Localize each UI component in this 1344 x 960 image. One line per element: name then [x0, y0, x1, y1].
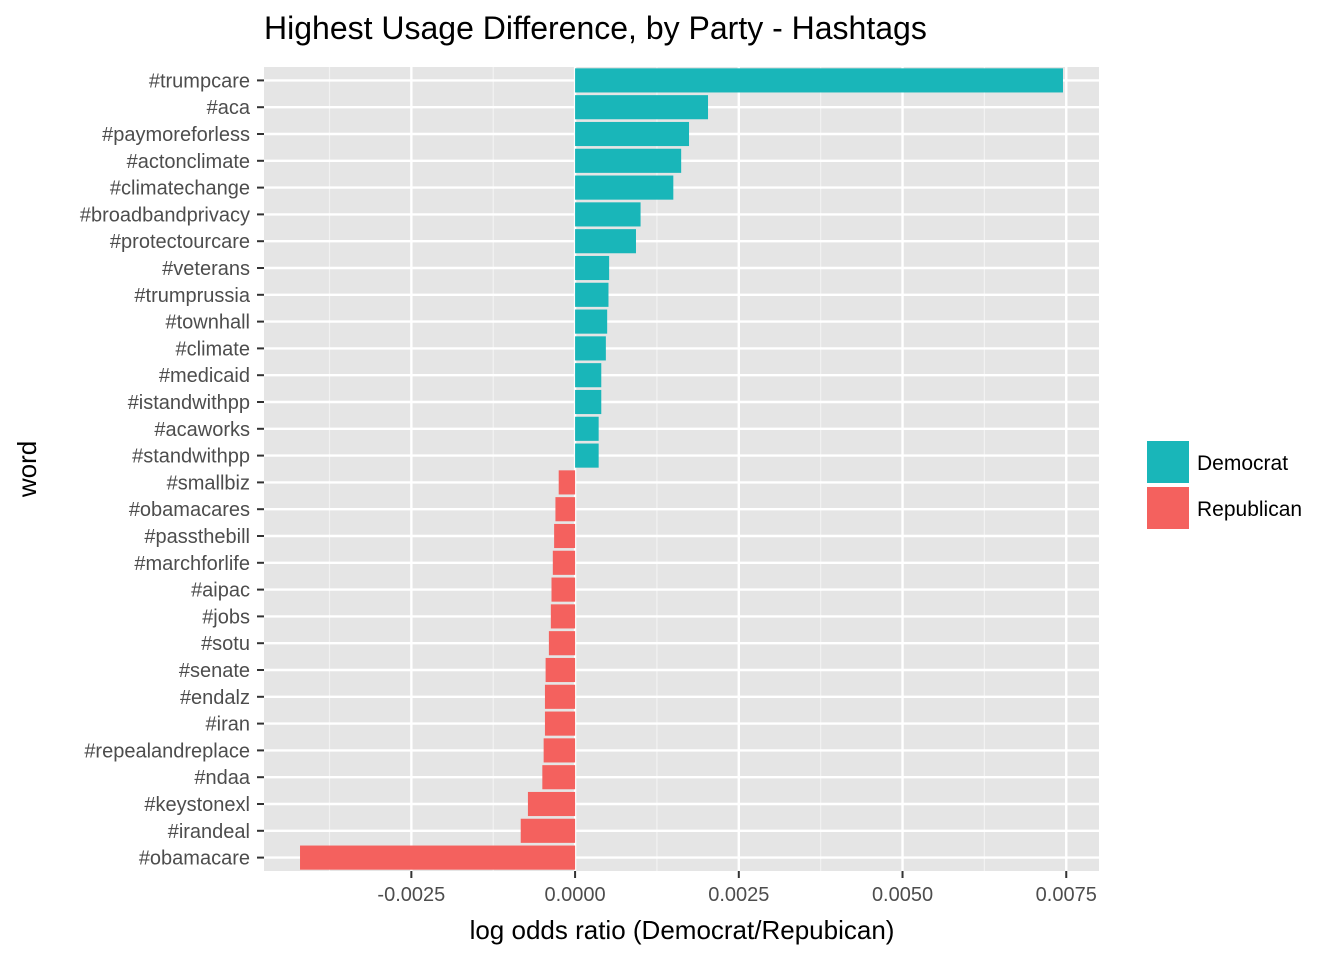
- bar-endalz: [544, 684, 576, 709]
- bar-medicaid: [575, 363, 602, 388]
- y-axis-title: word: [12, 441, 42, 498]
- y-tick-label: #paymoreforless: [102, 124, 250, 146]
- bar-senate: [545, 657, 576, 683]
- x-axis-title: log odds ratio (Democrat/Repubican): [470, 915, 895, 945]
- legend-key-republican: [1147, 487, 1189, 529]
- bar-trumprussia: [575, 282, 609, 307]
- y-axis: #trumpcare #aca #paymoreforless #actonclima…: [80, 70, 264, 870]
- bar-istandwithpp: [575, 389, 602, 415]
- legend-key-democrat: [1147, 441, 1189, 483]
- x-tick-label: 0.0025: [708, 884, 769, 906]
- y-tick-label: #broadbandprivacy: [80, 204, 250, 226]
- bar-marchforlife: [552, 550, 576, 575]
- y-tick-label: #obamacare: [139, 848, 250, 870]
- y-tick-label: #townhall: [165, 312, 250, 334]
- y-tick-label: #obamacares: [129, 499, 250, 521]
- bar-passthebill: [554, 523, 576, 549]
- bar-obamacares: [555, 497, 576, 522]
- bar-veterans: [575, 255, 610, 281]
- bar-trumpcare: [575, 68, 1063, 93]
- x-tick-label: 0.0000: [544, 884, 605, 906]
- y-tick-label: #repealandreplace: [84, 740, 250, 762]
- y-tick-label: #climate: [176, 338, 250, 360]
- bar-aca: [575, 95, 709, 120]
- y-tick-label: #endalz: [180, 687, 250, 709]
- bars-group: [300, 68, 1063, 870]
- bar-repealandreplace: [543, 738, 576, 763]
- y-tick-label: #irandeal: [168, 821, 250, 843]
- plot-panel: [264, 67, 1099, 871]
- y-tick-label: #istandwithpp: [128, 392, 250, 414]
- bar-actonclimate: [575, 148, 682, 173]
- y-tick-label: #jobs: [202, 606, 250, 628]
- y-tick-label: #smallbiz: [167, 472, 250, 494]
- y-tick-label: #keystonexl: [144, 794, 250, 816]
- bar-smallbiz: [558, 470, 576, 495]
- bar-climate: [575, 336, 606, 361]
- bar-climatechange: [575, 175, 674, 200]
- bar-jobs: [550, 604, 576, 629]
- y-tick-label: #trumprussia: [134, 285, 250, 307]
- bar-paymoreforless: [575, 121, 690, 147]
- bar-protectourcare: [575, 229, 636, 254]
- y-tick-label: #aipac: [191, 580, 250, 602]
- y-tick-label: #protectourcare: [110, 231, 250, 253]
- y-tick-label: #senate: [179, 660, 250, 682]
- bar-sotu: [548, 631, 576, 656]
- bar-keystonexl: [527, 791, 576, 817]
- y-tick-label: #marchforlife: [134, 553, 250, 575]
- bar-broadbandprivacy: [575, 202, 641, 227]
- y-tick-label: #medicaid: [159, 365, 250, 387]
- x-tick-label: 0.0050: [872, 884, 933, 906]
- y-tick-label: #aca: [207, 97, 251, 119]
- x-axis: -0.0025 0.0000 0.0025 0.0050 0.0075: [377, 871, 1097, 906]
- x-tick-label: -0.0025: [377, 884, 445, 906]
- bar-obamacare: [300, 845, 576, 870]
- legend: Democrat Republican: [1147, 441, 1302, 529]
- y-tick-label: #passthebill: [144, 526, 250, 548]
- y-tick-label: #standwithpp: [132, 446, 250, 468]
- bar-iran: [544, 711, 576, 736]
- bar-aipac: [551, 577, 576, 602]
- bar-townhall: [575, 309, 608, 334]
- y-tick-label: #sotu: [201, 633, 250, 655]
- chart-title: Highest Usage Difference, by Party - Has…: [264, 10, 927, 46]
- bar-ndaa: [542, 765, 576, 790]
- x-tick-label: 0.0075: [1036, 884, 1097, 906]
- y-tick-label: #iran: [206, 714, 250, 736]
- y-tick-label: #veterans: [162, 258, 250, 280]
- y-tick-label: #climatechange: [110, 178, 250, 200]
- bar-acaworks: [575, 416, 599, 441]
- y-tick-label: #acaworks: [154, 419, 250, 441]
- bar-irandeal: [520, 818, 576, 843]
- y-tick-label: #trumpcare: [149, 70, 250, 92]
- y-tick-label: #actonclimate: [127, 151, 250, 173]
- legend-label-democrat: Democrat: [1197, 452, 1288, 475]
- bar-standwithpp: [575, 443, 599, 468]
- y-tick-label: #ndaa: [194, 767, 250, 789]
- panel-background: [264, 67, 1099, 871]
- legend-label-republican: Republican: [1197, 498, 1302, 521]
